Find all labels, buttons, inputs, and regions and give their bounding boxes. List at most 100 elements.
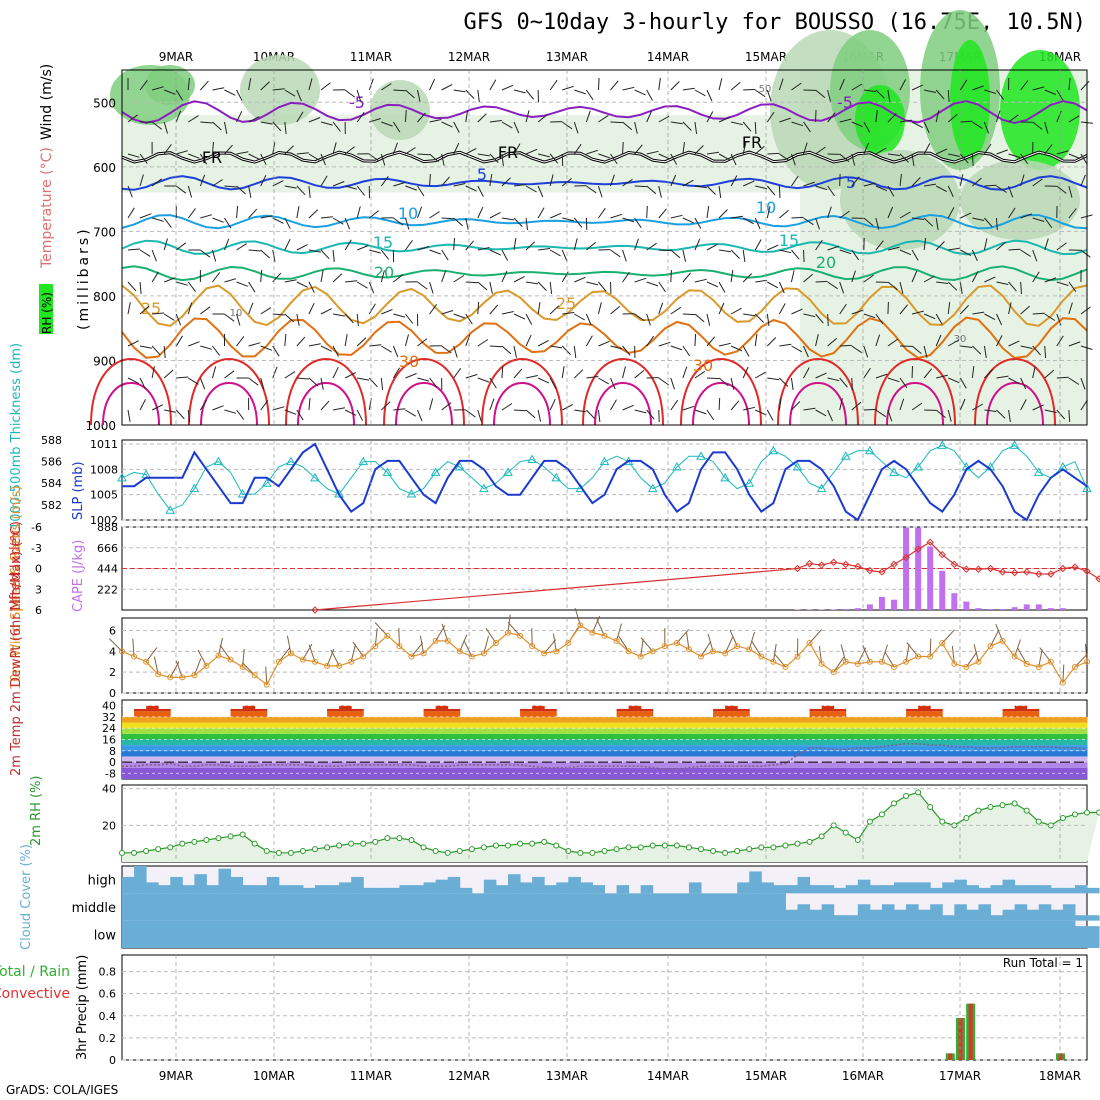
temp-band (134, 733, 147, 740)
temp-band (423, 711, 437, 717)
wind-barb (634, 409, 647, 414)
wind-barb (453, 89, 466, 93)
wind-barb (851, 309, 864, 315)
temp-band (785, 767, 798, 779)
wind-barb (742, 121, 752, 132)
wind-barb (574, 409, 587, 413)
wind-barb (911, 249, 919, 261)
wind10m-point (927, 653, 934, 660)
wind-barb (622, 141, 624, 155)
wind-barb (875, 409, 887, 418)
cape-bar (987, 609, 994, 610)
temp-band (254, 750, 268, 757)
temp-band (604, 733, 618, 740)
temp-band (1026, 750, 1040, 757)
wind-barb (924, 89, 937, 93)
temp-band (616, 745, 630, 751)
temp-band (495, 756, 509, 763)
contour-label: -5 (349, 93, 365, 112)
cloud-bar (906, 904, 919, 921)
temp-band (1050, 728, 1064, 734)
temp-band (773, 762, 786, 768)
wind-barb (501, 270, 508, 283)
wind-barb (730, 307, 742, 315)
wind-barb (682, 121, 692, 131)
temp-band (520, 745, 533, 751)
wind-barb (658, 153, 670, 160)
wind-barb (936, 281, 949, 284)
temp-band (206, 756, 219, 763)
thickness-line-point (165, 505, 176, 514)
temp-band (483, 728, 497, 734)
thickness-tick-label: 584 (41, 477, 62, 490)
wind-barb (260, 249, 270, 259)
temp-band (942, 722, 955, 729)
cloud-bar (894, 882, 907, 894)
temp-band (375, 733, 388, 740)
wind-barb (236, 205, 239, 219)
wind-barb (284, 121, 287, 134)
wind-barb (513, 121, 520, 134)
temp-band (604, 750, 618, 757)
cloud-bar (254, 920, 268, 948)
temp-band (616, 762, 630, 768)
temp-band (688, 716, 702, 723)
wind-barb (1020, 345, 1033, 349)
wind-barb (453, 345, 458, 358)
wind10m-point (505, 629, 511, 636)
temp-band (1014, 711, 1028, 717)
temp-band (664, 739, 678, 746)
temp-band (339, 728, 352, 734)
cloud-bar (242, 920, 256, 948)
temp-band (520, 739, 533, 746)
wind-barb (513, 409, 527, 412)
wind-barb (441, 402, 452, 411)
temp-band (266, 722, 280, 729)
temp-band (363, 750, 376, 757)
wind-barb (863, 274, 874, 283)
temp-band (520, 708, 533, 712)
cloud-bar (363, 920, 376, 948)
wind10m-point (939, 640, 946, 646)
temp-band (206, 750, 219, 757)
wind-barb (381, 121, 393, 127)
temp-band (761, 745, 774, 751)
wind-barb (356, 281, 368, 289)
wind-barb (911, 402, 923, 411)
temp-band (290, 739, 304, 746)
cloud-bar (737, 920, 750, 948)
rh2m-point (999, 802, 1006, 809)
wind-barb (127, 153, 140, 158)
wind-barb (368, 303, 376, 315)
temp-band (737, 762, 750, 768)
wind-barb (959, 398, 966, 411)
wind-barb (320, 270, 324, 283)
wind-barb (875, 185, 888, 192)
wind-barb (766, 111, 775, 123)
thickness-line-point (189, 483, 200, 493)
temp-band (616, 716, 630, 723)
temp-band (327, 739, 340, 746)
temp-band (676, 762, 690, 768)
temp-band (918, 767, 931, 779)
wind-barb (622, 86, 635, 91)
cloud-bar (797, 904, 811, 921)
temp-band (930, 739, 943, 746)
temp-band (857, 733, 871, 740)
temp-band (616, 750, 630, 757)
temp-band (797, 733, 811, 740)
temp-band (327, 733, 340, 740)
wind-barb (742, 249, 746, 262)
temp-band (556, 762, 569, 768)
wind10m-point (191, 672, 198, 679)
wind-barb (947, 281, 958, 291)
wind-barb (646, 150, 659, 155)
temp-band (785, 762, 798, 768)
temp-contour (121, 239, 1088, 256)
temp-band (725, 762, 738, 768)
temp-band (278, 745, 292, 751)
temp-band (290, 745, 304, 751)
cloud-bar (568, 876, 581, 894)
thickness-line-point (527, 454, 537, 463)
wind10m-point (842, 658, 849, 665)
